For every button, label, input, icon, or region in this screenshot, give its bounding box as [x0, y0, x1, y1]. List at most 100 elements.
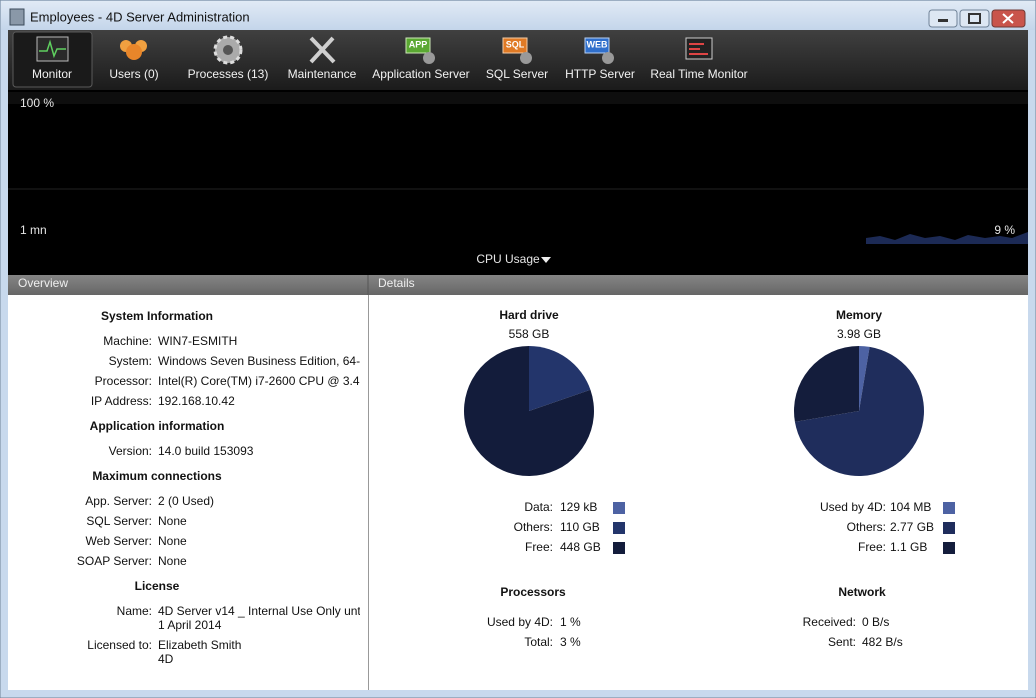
field-label: Total:: [524, 635, 553, 649]
graph-current-value: 9 %: [994, 223, 1015, 237]
legend-label: Free:: [858, 540, 886, 554]
graph-divider: [8, 188, 1028, 190]
legend-swatch: [613, 502, 625, 514]
toolbar-label[interactable]: Application Server: [372, 67, 469, 81]
graph-max-label: 100 %: [20, 96, 54, 110]
section-title: Memory: [836, 308, 882, 322]
field-value: 482 B/s: [862, 635, 903, 649]
legend-value: 104 MB: [890, 500, 931, 514]
total-label: 3.98 GB: [837, 327, 881, 341]
maximize-glyph: [968, 13, 981, 24]
legend-swatch: [613, 522, 625, 534]
field-label: Used by 4D:: [487, 615, 553, 629]
cpu-sparkline: [866, 232, 1028, 244]
legend-label: Others:: [514, 520, 553, 534]
field-value: 2 (0 Used): [158, 494, 214, 508]
selector-arrow[interactable]: [541, 257, 551, 263]
field-value: 192.168.10.42: [158, 394, 235, 408]
field-value: None: [158, 514, 187, 528]
monitor-icon-line: [39, 39, 66, 59]
icon-text: APP: [409, 39, 428, 49]
app-icon: [9, 8, 25, 26]
field-value: Windows Seven Business Edition, 64-b: [158, 354, 367, 368]
field-label: SOAP Server:: [77, 554, 152, 568]
pie-slice: [529, 346, 591, 411]
legend-label: Free:: [525, 540, 553, 554]
field-label: Name:: [117, 604, 152, 618]
minimize-button[interactable]: [928, 9, 958, 28]
field-value: 1 %: [560, 615, 581, 629]
legend-value: 2.77 GB: [890, 520, 934, 534]
panel-title: Overview: [18, 276, 68, 290]
toolbar-label[interactable]: Maintenance: [288, 67, 357, 81]
field-label: Received:: [803, 615, 856, 629]
icon-text: WEB: [587, 39, 608, 49]
field-value: 0 B/s: [862, 615, 889, 629]
field-label: System:: [109, 354, 152, 368]
legend-swatch: [613, 542, 625, 554]
app-icon-badge: [405, 37, 431, 54]
maximize-button[interactable]: [959, 9, 990, 28]
legend-label: Used by 4D:: [820, 500, 886, 514]
legend-swatch: [943, 522, 955, 534]
overview-content: System Information Machine: WIN7-ESMITH Sys…: [77, 309, 384, 666]
field-label: SQL Server:: [86, 514, 152, 528]
toolbar-label[interactable]: HTTP Server: [565, 67, 635, 81]
field-label: IP Address:: [91, 394, 152, 408]
field-label: App. Server:: [85, 494, 152, 508]
field-value: None: [158, 554, 187, 568]
field-value: 1 April 2014: [158, 618, 222, 632]
toolbar-label[interactable]: Monitor: [32, 67, 72, 81]
window-title: Employees - 4D Server Administration: [30, 9, 250, 24]
field-label: Licensed to:: [87, 638, 152, 652]
legend-value: 448 GB: [560, 540, 601, 554]
graph-top-band: [8, 92, 1028, 104]
toolbar-label[interactable]: SQL Server: [486, 67, 548, 81]
field-value: WIN7-ESMITH: [158, 334, 237, 348]
section-title: Hard drive: [499, 308, 559, 322]
section-title: Maximum connections: [92, 469, 222, 483]
pie-slice: [464, 346, 594, 477]
section-title: Network: [838, 585, 886, 599]
processes-icon: [223, 45, 233, 55]
field-label: Web Server:: [86, 534, 152, 548]
legend-swatch: [943, 542, 955, 554]
field-value: Intel(R) Core(TM) i7-2600 CPU @ 3.40GH: [158, 374, 384, 388]
pie-slice: [859, 346, 870, 411]
graph-selector[interactable]: CPU Usage: [476, 252, 540, 266]
section-title: Application information: [90, 419, 225, 433]
graph-time-label: 1 mn: [20, 223, 47, 237]
title-bar: [1, 1, 1035, 30]
toolbar-label[interactable]: Real Time Monitor: [650, 67, 747, 81]
minimize-glyph: [938, 19, 948, 22]
field-value: 3 %: [560, 635, 581, 649]
field-label: Processor:: [95, 374, 152, 388]
legend-value: 110 GB: [560, 520, 600, 534]
total-label: 558 GB: [509, 327, 550, 341]
panel-header: [8, 275, 1028, 295]
section-title: System Information: [101, 309, 213, 323]
toolbar-label[interactable]: Users (0): [109, 67, 158, 81]
maintenance-icon: [309, 36, 336, 64]
icon-text: SQL: [506, 39, 525, 49]
pie-slice: [794, 346, 924, 476]
users-icon: [126, 44, 142, 60]
gear: [520, 52, 532, 64]
field-label: Version:: [109, 444, 152, 458]
legend-swatch: [943, 502, 955, 514]
legend-label: Others:: [847, 520, 886, 534]
legend-value: 1.1 GB: [890, 540, 927, 554]
rtm-icon-lines: [689, 43, 708, 55]
field-value: Elizabeth Smith: [158, 638, 241, 652]
graph-area: [8, 90, 1028, 275]
panel-title: Details: [378, 276, 415, 290]
field-value: 4D Server v14 _ Internal Use Only until: [158, 604, 366, 618]
close-glyph: [1002, 13, 1014, 24]
gear: [423, 52, 435, 64]
sql-icon-badge: [502, 37, 528, 54]
field-value: None: [158, 534, 187, 548]
toolbar-label[interactable]: Processes (13): [188, 67, 269, 81]
legend-label: Data:: [524, 500, 553, 514]
pie-slice: [794, 346, 859, 422]
